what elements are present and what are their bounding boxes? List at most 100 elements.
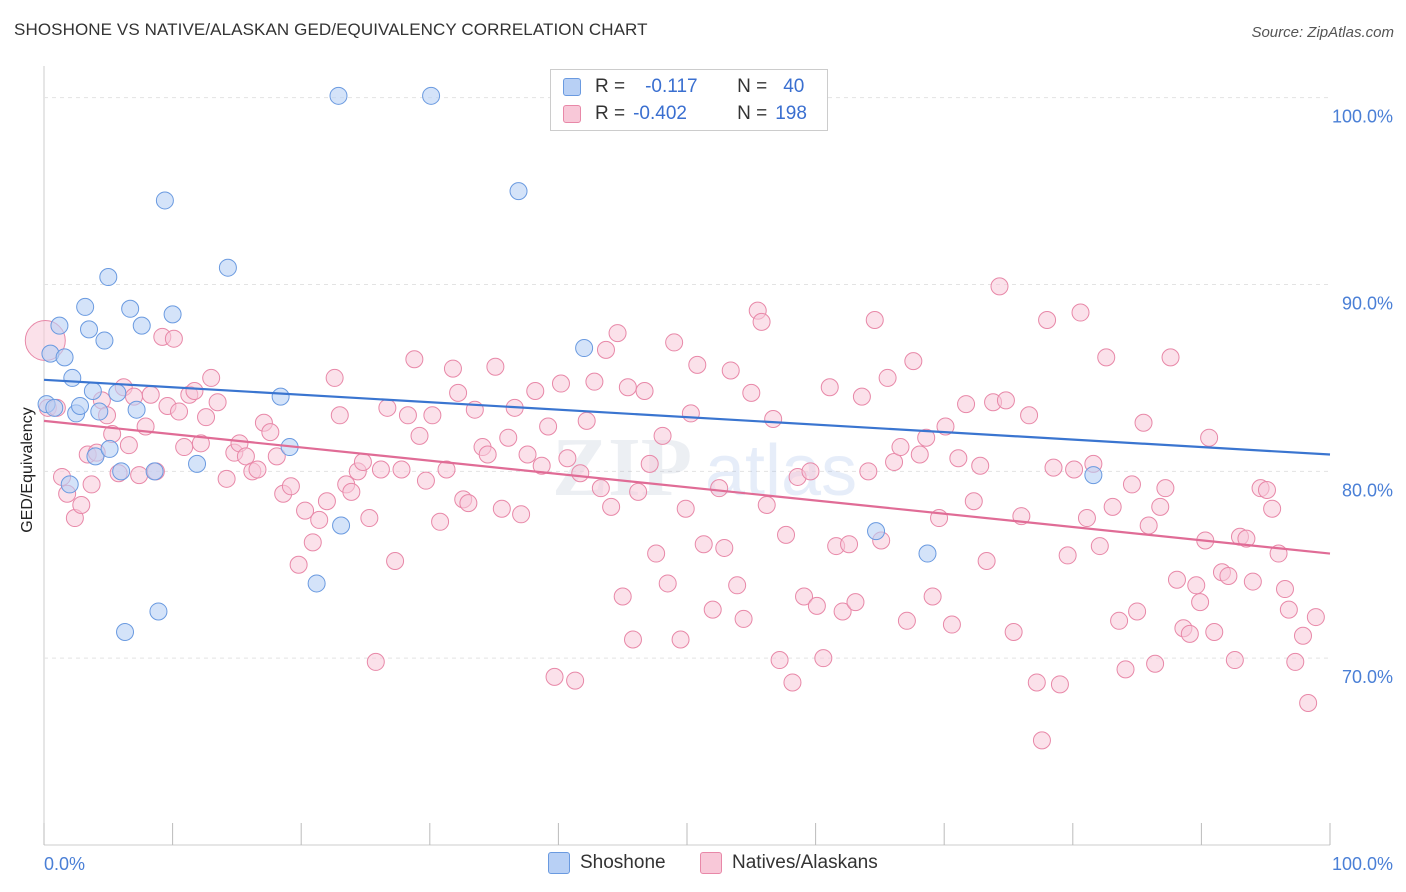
native-point [82,475,101,494]
shoshone-point [422,86,441,105]
native-point [170,402,189,421]
native-point [558,449,577,468]
shoshone-point [575,339,594,358]
native-point [710,479,729,498]
native-point [1161,348,1180,367]
shoshone-point [100,439,119,458]
bottom-legend-shoshone: Shoshone [548,852,666,874]
native-point [1219,566,1238,585]
native-point [703,600,722,619]
shoshone-legend-label: Shoshone [580,852,666,873]
native-point [1286,652,1305,671]
native-point [539,417,558,436]
native-point [386,552,405,571]
native-swatch [563,105,581,123]
native-point [990,277,1009,296]
native-point [267,447,286,466]
tick-labels: 70.0% 80.0% 90.0% 100.0% 0.0% 100.0% [44,107,1393,874]
native-point [878,368,897,387]
native-point [1103,497,1122,516]
native-point [1077,509,1096,528]
native-point [1293,626,1312,645]
native-point [1027,673,1046,692]
native-point [635,382,654,401]
native-point [1156,479,1175,498]
legend-r-label: R = [595,76,626,97]
trend-lines [43,378,1331,555]
native-point [261,423,280,442]
legend-r-value: -0.117 [645,76,698,97]
native-point [1306,608,1325,627]
native-point [608,324,627,343]
native-point [371,460,390,479]
shoshone-point [108,383,127,402]
native-point [846,593,865,612]
native-point [942,615,961,634]
native-point [398,406,417,425]
native-point [647,544,666,563]
native-point [423,406,442,425]
y-tick-label: 80.0% [1342,480,1393,500]
native-point [1097,348,1116,367]
shoshone-point [116,623,135,642]
native-point [236,447,255,466]
native-point [1263,499,1282,518]
native-point [202,368,221,387]
native-point [833,602,852,621]
native-point [865,311,884,330]
correlation-legend: R = -0.117 N = 40 R = -0.402 N = 198 [550,69,828,131]
shoshone-point [867,522,886,541]
native-point [801,462,820,481]
native-point [904,352,923,371]
shoshone-point [132,316,151,335]
native-point [623,630,642,649]
native-point [688,355,707,374]
shoshone-point [80,320,99,339]
native-point [653,426,672,445]
native-point [478,445,497,464]
native-point [602,497,621,516]
native-point [910,445,929,464]
native-point [591,479,610,498]
native-point [416,471,435,490]
native-point [197,408,216,427]
native-point [1205,623,1224,642]
native-point [1187,576,1206,595]
shoshone-point [86,447,105,466]
native-point [492,499,511,518]
native-point [499,428,518,447]
native-point [658,574,677,593]
native-point [366,652,385,671]
native-point [596,340,615,359]
native-point [1128,602,1147,621]
native-point [977,552,996,571]
native-point [957,395,976,414]
native-point [325,368,344,387]
native-point [814,649,833,668]
native-point [248,460,267,479]
native-point [1122,475,1141,494]
native-point [410,426,429,445]
shoshone-point [329,86,348,105]
native-point [437,460,456,479]
legend-n-value: 40 [783,76,805,97]
native-point [897,611,916,630]
native-point [571,464,590,483]
native-point [721,361,740,380]
native-point [585,372,604,391]
native-point [1134,413,1153,432]
svg-text:atlas: atlas [705,431,857,511]
native-point [777,525,796,544]
source-label: Source: ZipAtlas.com [1251,24,1394,41]
chart-title: SHOSHONE VS NATIVE/ALASKAN GED/EQUIVALEN… [14,20,648,39]
native-point [742,383,761,402]
shoshone-trend-line [43,378,1331,456]
shoshone-point [121,299,140,318]
native-point [694,535,713,554]
shoshone-point [90,402,109,421]
native-point [360,509,379,528]
shoshone-point [149,602,168,621]
native-point [770,651,789,670]
native-point [971,456,990,475]
